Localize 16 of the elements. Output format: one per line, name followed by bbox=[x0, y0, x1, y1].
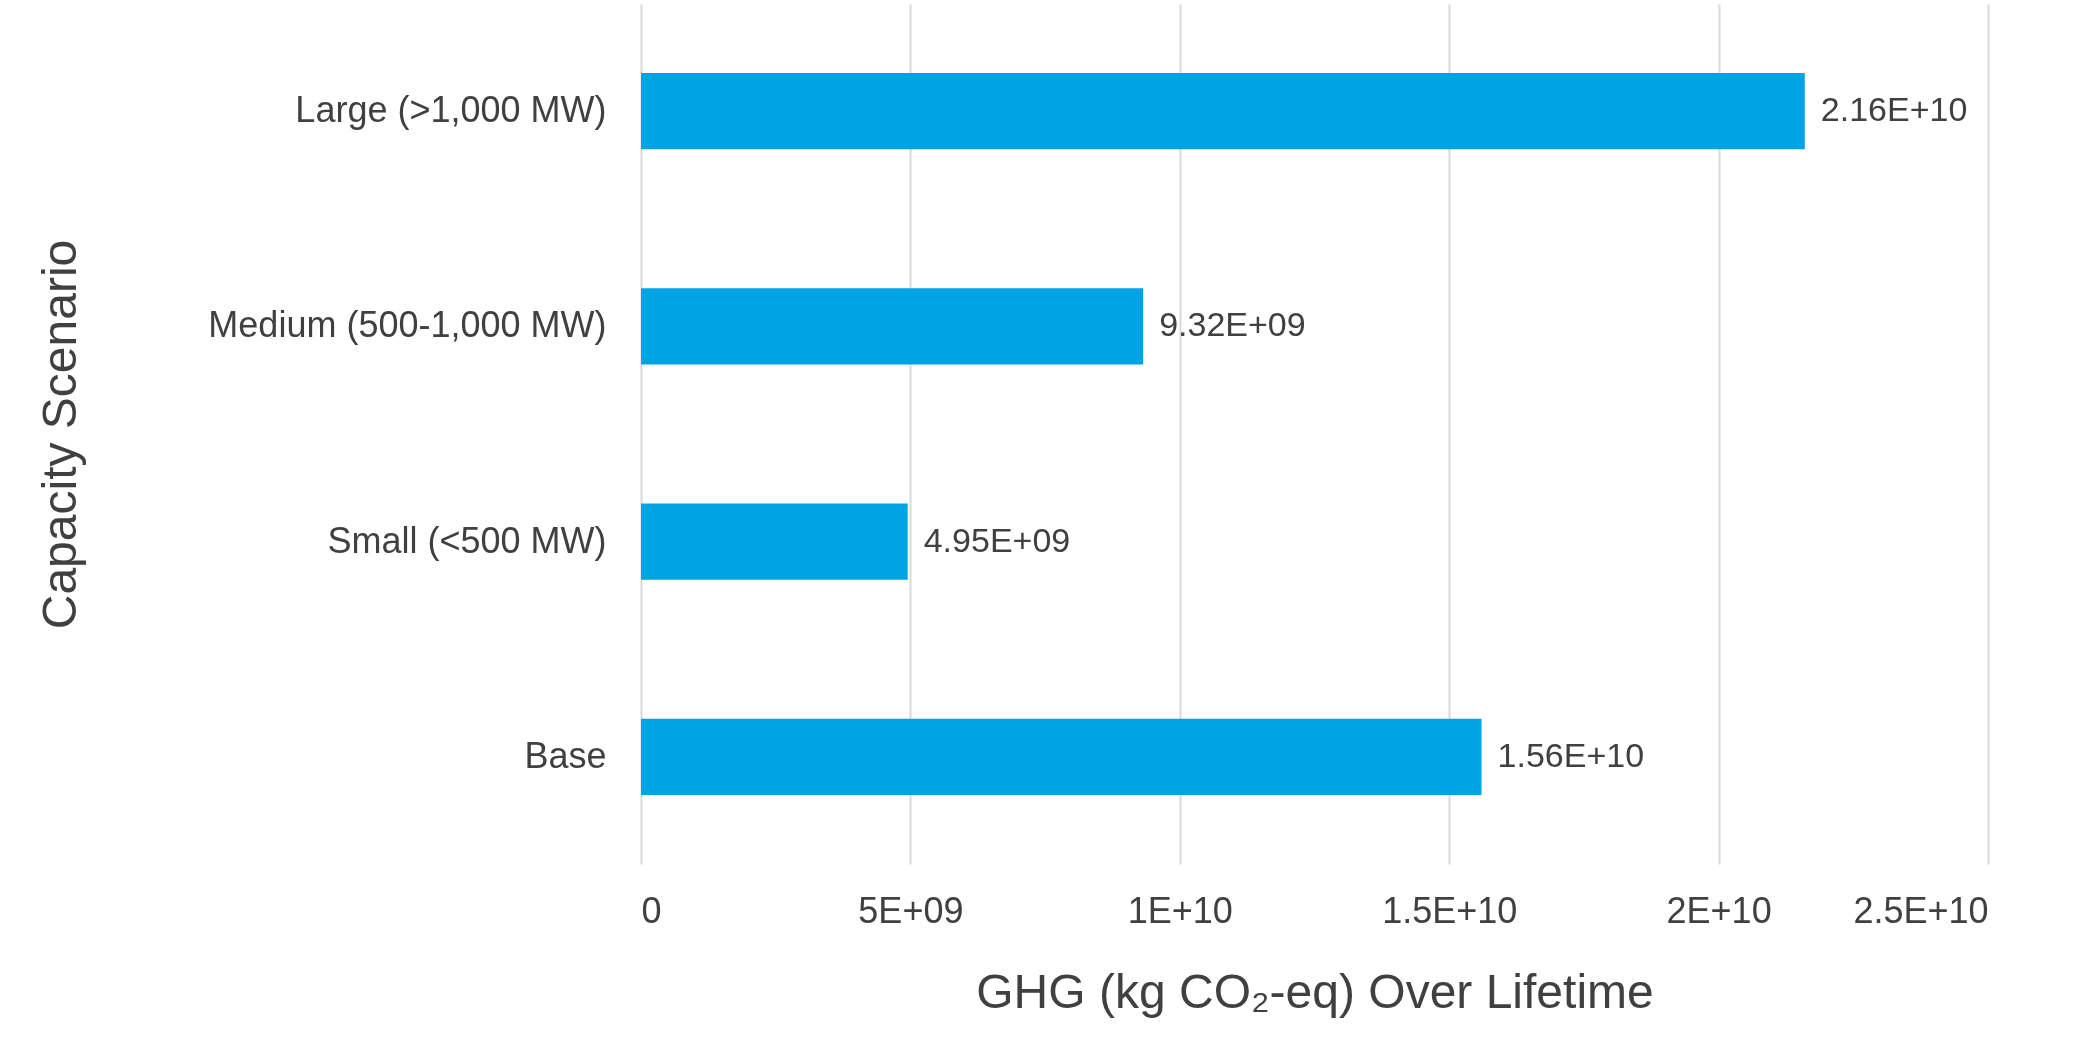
y-tick-label: Medium (500-1,000 MW) bbox=[208, 304, 607, 346]
y-tick-label: Base bbox=[524, 734, 607, 776]
x-tick-label: 2.5E+10 bbox=[1853, 889, 1989, 931]
x-axis-title: GHG (kg CO₂-eq) Over Lifetime bbox=[976, 964, 1654, 1018]
data-label: 9.32E+09 bbox=[1159, 305, 1306, 344]
x-tick-label: 0 bbox=[641, 889, 662, 931]
data-label: 1.56E+10 bbox=[1497, 735, 1645, 774]
y-axis-title: Capacity Scenario bbox=[32, 239, 86, 630]
x-tick-label: 1E+10 bbox=[1127, 889, 1233, 931]
y-tick-label: Large (>1,000 MW) bbox=[295, 89, 607, 131]
data-label: 4.95E+09 bbox=[923, 520, 1071, 559]
x-tick-label: 1.5E+10 bbox=[1382, 889, 1518, 931]
data-label: 2.16E+10 bbox=[1820, 90, 1968, 129]
x-tick-label: 2E+10 bbox=[1666, 889, 1772, 931]
x-tick-label: 5E+09 bbox=[858, 889, 964, 931]
y-tick-label: Small (<500 MW) bbox=[327, 519, 607, 561]
